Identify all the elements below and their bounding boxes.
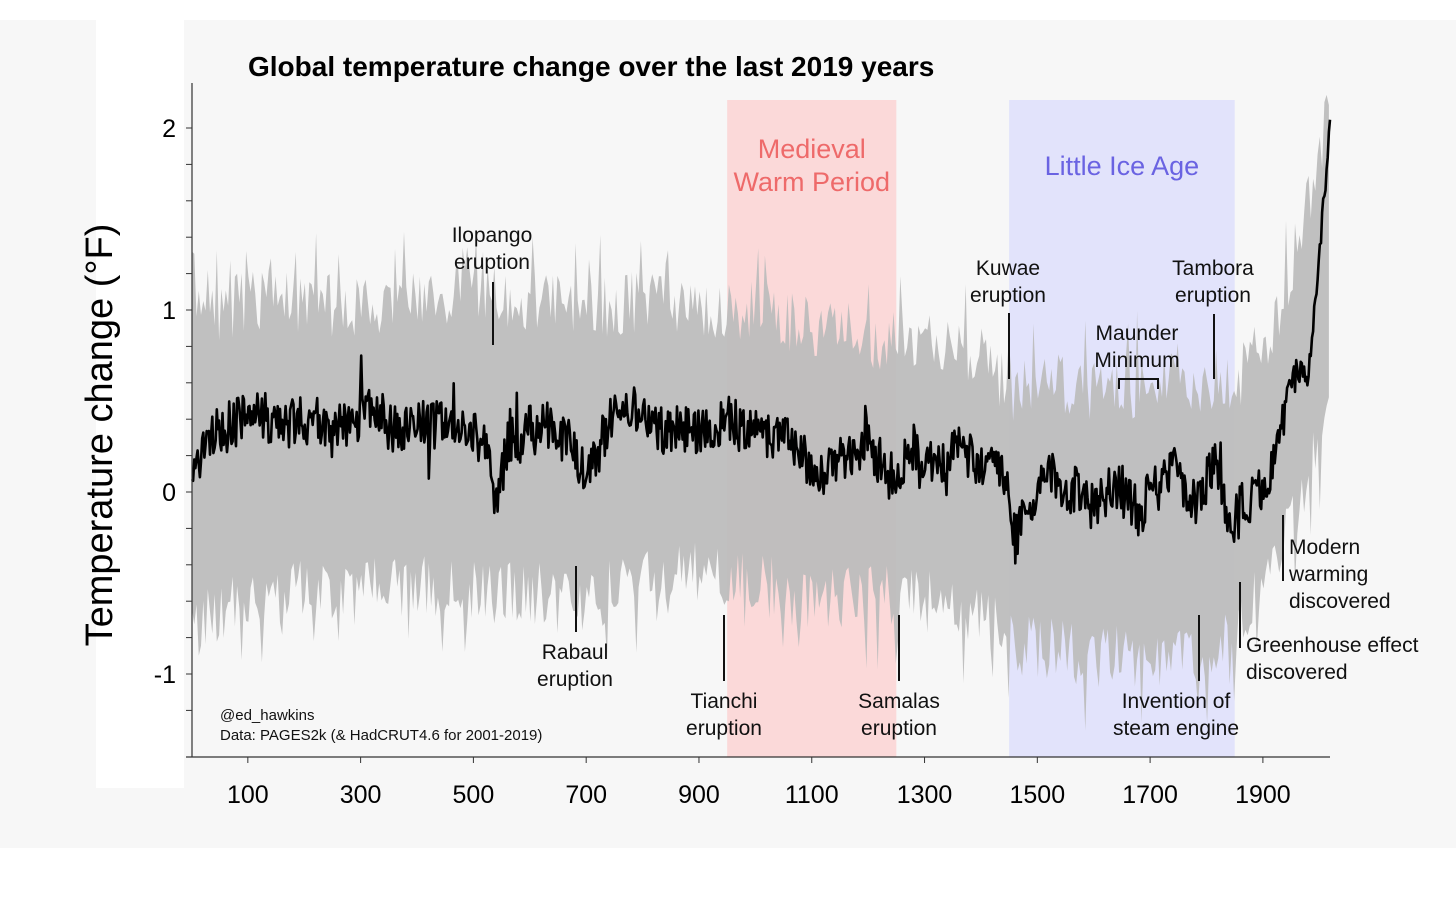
temperature-line-layer (190, 119, 1332, 565)
temperature-median-line (190, 119, 1332, 565)
x-tick-label: 1900 (1235, 781, 1291, 809)
tianchi-eruption-label: Tianchi (691, 690, 758, 713)
rabaul-eruption-label: Rabaul (542, 641, 609, 664)
y-axis-label: Temperature change (°F) (79, 224, 121, 647)
chart-title: Global temperature change over the last … (248, 51, 934, 82)
samalas-eruption-label: eruption (861, 717, 937, 740)
little-ice-age-label: Little Ice Age (1045, 151, 1200, 181)
uncertainty-band (192, 94, 1329, 731)
invention-of-steam-engine-label: steam engine (1113, 717, 1239, 740)
credit-data-source: Data: PAGES2k (& HadCRUT4.6 for 2001-201… (220, 727, 542, 744)
greenhouse-effect-discovered-label: discovered (1246, 661, 1348, 684)
maunder-minimum-label: Minimum (1094, 349, 1179, 372)
x-tick-label: 1300 (897, 781, 953, 809)
x-tick-label: 300 (340, 781, 382, 809)
maunder-minimum-label: Maunder (1096, 322, 1179, 345)
kuwae-eruption-label: eruption (970, 284, 1046, 307)
x-tick-label: 1700 (1122, 781, 1178, 809)
axes-layer: -1 0 1 2 100 300 500 700 900 1100 1300 1500 1700 1900 (154, 83, 1330, 809)
x-tick-label: 700 (565, 781, 607, 809)
medieval-warm-period-label: Medieval (758, 134, 866, 164)
tambora-eruption-label: eruption (1175, 284, 1251, 307)
invention-of-steam-engine-label: Invention of (1122, 690, 1231, 713)
x-tick-label: 1500 (1010, 781, 1066, 809)
kuwae-eruption-label: Kuwae (976, 257, 1040, 280)
tambora-eruption-label: Tambora (1172, 257, 1254, 280)
rabaul-eruption-label: eruption (537, 668, 613, 691)
modern-warming-discovered-label: warming (1288, 563, 1368, 586)
modern-warming-discovered-label: Modern (1289, 536, 1360, 559)
credit-author: @ed_hawkins (220, 707, 314, 724)
maunder-minimum-bracket (1118, 378, 1159, 389)
x-tick-label: 500 (453, 781, 495, 809)
annotations-layer: Ilopango eruption Rabaul eruption Tianchi eru… (452, 224, 1419, 740)
y-tick-label: -1 (154, 661, 176, 689)
x-tick-label: 100 (227, 781, 269, 809)
tianchi-eruption-label: eruption (686, 717, 762, 740)
modern-warming-discovered-label: discovered (1289, 590, 1391, 613)
x-tick-label: 900 (678, 781, 720, 809)
greenhouse-effect-discovered-label: Greenhouse effect (1246, 634, 1419, 657)
uncertainty-band-layer (192, 94, 1329, 731)
samalas-eruption-label: Samalas (858, 690, 940, 713)
y-tick-label: 0 (162, 479, 176, 507)
y-label-background (96, 20, 184, 788)
y-tick-label: 2 (162, 115, 176, 143)
ilopango-eruption-label: eruption (454, 251, 530, 274)
x-tick-label: 1100 (785, 781, 839, 809)
y-tick-label: 1 (162, 297, 176, 325)
medieval-warm-period-label: Warm Period (733, 167, 890, 197)
ilopango-eruption-label: Ilopango (452, 224, 533, 247)
